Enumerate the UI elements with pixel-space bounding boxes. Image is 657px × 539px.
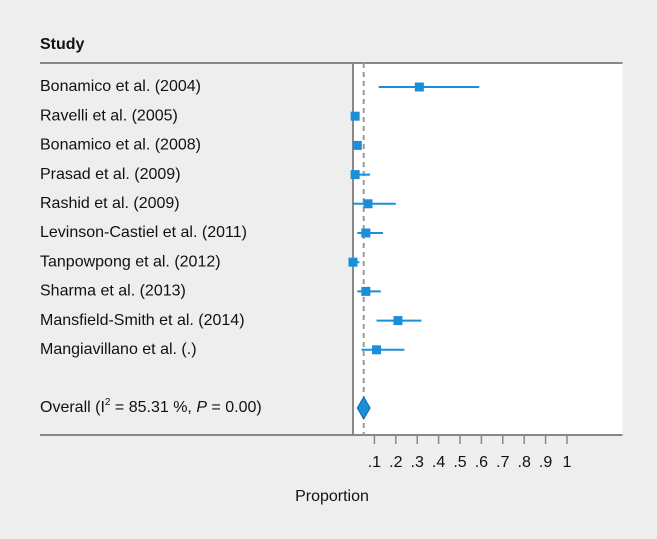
column-header: Study <box>40 36 85 53</box>
x-tick-label: .3 <box>411 454 424 471</box>
overall-label-sup: 2 <box>105 397 111 408</box>
point-estimate <box>350 111 360 121</box>
overall-label-part: = 85.31 %, <box>110 399 196 416</box>
point-estimate <box>361 286 371 296</box>
x-tick-label: .7 <box>496 454 509 471</box>
point-estimate <box>361 228 371 238</box>
overall-diamond <box>356 396 371 420</box>
point-estimate <box>372 345 382 355</box>
study-label: Ravelli et al. (2005) <box>40 107 178 124</box>
study-label: Levinson-Castiel et al. (2011) <box>40 224 247 241</box>
point-estimate <box>348 257 358 267</box>
overall-label-part: Overall (I <box>40 399 105 416</box>
plot-background <box>353 63 623 435</box>
study-label: Bonamico et al. (2008) <box>40 137 201 154</box>
point-estimate <box>363 199 373 209</box>
x-tick-label: .2 <box>389 454 402 471</box>
x-axis-label: Proportion <box>295 488 369 505</box>
x-tick-label: .9 <box>539 454 552 471</box>
x-tick-label: .8 <box>518 454 531 471</box>
study-label: Tanpowpong et al. (2012) <box>40 253 221 270</box>
x-tick-label: .4 <box>432 454 445 471</box>
overall-label: Overall (I2 = 85.31 %, P = 0.00) <box>40 397 262 417</box>
study-label: Mansfield-Smith et al. (2014) <box>40 312 245 329</box>
study-label: Rashid et al. (2009) <box>40 195 180 212</box>
study-label: Mangiavillano et al. (.) <box>40 341 197 358</box>
point-estimate <box>393 316 403 326</box>
x-tick-label: .5 <box>453 454 466 471</box>
x-tick-label: .6 <box>475 454 488 471</box>
overall-label-part: = 0.00) <box>207 399 262 416</box>
study-label: Sharma et al. (2013) <box>40 283 186 300</box>
point-estimate <box>414 82 424 92</box>
overall-label-part: P <box>196 399 207 416</box>
point-estimate <box>350 170 360 180</box>
plot: .1 .2 .3 .4 .5 .6 .7 .8 .9 1 Bonamico et al. (2004… <box>40 62 623 471</box>
study-label: Prasad et al. (2009) <box>40 166 181 183</box>
point-estimate <box>352 140 362 150</box>
study-label: Bonamico et al. (2004) <box>40 78 201 95</box>
x-tick-label: 1 <box>563 454 572 471</box>
x-tick-label: .1 <box>368 454 381 471</box>
